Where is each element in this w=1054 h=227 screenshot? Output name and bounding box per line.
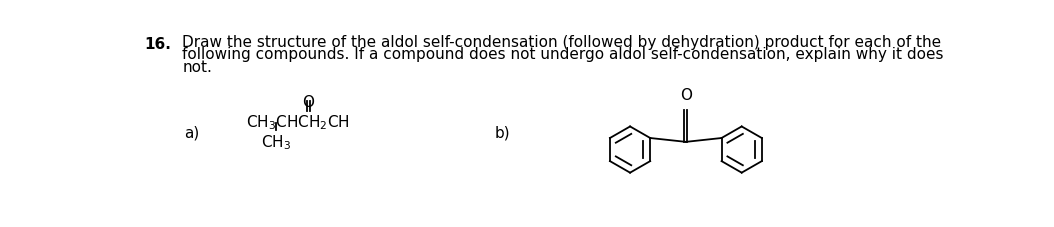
Text: O: O bbox=[302, 95, 314, 110]
Text: b): b) bbox=[494, 125, 510, 140]
Text: CH$_3$CHCH$_2$CH: CH$_3$CHCH$_2$CH bbox=[247, 113, 350, 132]
Text: 16.: 16. bbox=[144, 37, 171, 51]
Text: following compounds. If a compound does not undergo aldol self-condensation, exp: following compounds. If a compound does … bbox=[182, 47, 943, 62]
Text: a): a) bbox=[184, 125, 199, 140]
Text: Draw the structure of the aldol self-condensation (followed by dehydration) prod: Draw the structure of the aldol self-con… bbox=[182, 35, 941, 50]
Text: O: O bbox=[680, 87, 691, 102]
Text: not.: not. bbox=[182, 60, 212, 75]
Text: CH$_3$: CH$_3$ bbox=[260, 133, 291, 152]
